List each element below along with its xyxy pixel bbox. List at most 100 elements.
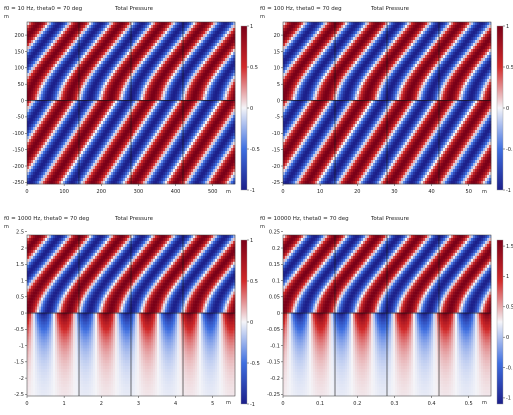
heatmap-cell xyxy=(31,118,33,121)
heatmap-cell xyxy=(63,103,65,106)
heatmap-cell xyxy=(227,28,229,31)
heatmap-cell xyxy=(27,154,29,157)
heatmap-cell xyxy=(199,163,201,166)
heatmap-cell xyxy=(35,106,37,109)
heatmap-cell xyxy=(117,112,119,115)
heatmap-cell xyxy=(209,163,211,166)
heatmap-cell xyxy=(141,70,143,73)
heatmap-cell xyxy=(205,91,207,94)
heatmap-cell xyxy=(63,34,65,37)
heatmap-cell xyxy=(177,109,179,112)
heatmap-cell xyxy=(137,139,139,142)
heatmap-cell xyxy=(27,124,29,127)
heatmap-cell xyxy=(189,112,191,115)
heatmap-cell xyxy=(187,31,189,34)
heatmap-cell xyxy=(197,157,199,160)
heatmap-cell xyxy=(31,160,33,163)
heatmap-cell xyxy=(209,61,211,64)
heatmap-cell xyxy=(145,76,147,79)
heatmap-cell xyxy=(109,160,111,163)
heatmap-cell xyxy=(35,94,37,97)
heatmap-cell xyxy=(121,112,123,115)
heatmap-cell xyxy=(197,130,199,133)
heatmap-cell xyxy=(43,124,45,127)
heatmap-cell xyxy=(137,43,139,46)
heatmap-cell xyxy=(155,34,157,37)
heatmap-cell xyxy=(127,97,129,100)
heatmap-cell xyxy=(47,94,49,97)
heatmap-cell xyxy=(83,28,85,31)
heatmap-cell xyxy=(159,82,161,85)
heatmap-cell xyxy=(35,109,37,112)
heatmap-cell xyxy=(133,115,135,118)
heatmap-cell xyxy=(73,142,75,145)
heatmap-cell xyxy=(45,37,47,40)
heatmap-cell xyxy=(219,67,221,70)
heatmap-cell xyxy=(113,133,115,136)
heatmap-cell xyxy=(197,73,199,76)
heatmap-cell xyxy=(189,70,191,73)
heatmap-cell xyxy=(173,151,175,154)
heatmap-cell xyxy=(73,154,75,157)
heatmap-cell xyxy=(87,118,89,121)
heatmap-cell xyxy=(187,22,189,25)
heatmap-cell xyxy=(151,64,153,67)
heatmap-cell xyxy=(97,91,99,94)
heatmap-cell xyxy=(145,112,147,115)
heatmap-cell xyxy=(141,25,143,28)
heatmap-cell xyxy=(63,118,65,121)
heatmap-cell xyxy=(39,67,41,70)
heatmap-cell xyxy=(189,22,191,25)
heatmap-cell xyxy=(171,52,173,55)
heatmap-cell xyxy=(27,55,29,58)
heatmap-cell xyxy=(227,136,229,139)
heatmap-cell xyxy=(51,31,53,34)
heatmap-cell xyxy=(171,133,173,136)
heatmap-cell xyxy=(135,133,137,136)
heatmap-cell xyxy=(175,121,177,124)
heatmap-cell xyxy=(85,130,87,133)
heatmap-cell xyxy=(117,151,119,154)
heatmap-cell xyxy=(97,67,99,70)
heatmap-cell xyxy=(195,151,197,154)
heatmap-cell xyxy=(103,142,105,145)
heatmap-cell xyxy=(139,58,141,61)
heatmap-cell xyxy=(51,151,53,154)
heatmap-cell xyxy=(75,46,77,49)
heatmap-cell xyxy=(59,34,61,37)
heatmap-cell xyxy=(117,58,119,61)
heatmap-cell xyxy=(131,55,133,58)
heatmap-cell xyxy=(61,40,63,43)
heatmap-cell xyxy=(229,34,231,37)
heatmap-cell xyxy=(161,64,163,67)
heatmap-cell xyxy=(75,160,77,163)
heatmap-cell xyxy=(135,127,137,130)
heatmap-cell xyxy=(217,67,219,70)
heatmap-cell xyxy=(89,73,91,76)
heatmap-cell xyxy=(105,97,107,100)
heatmap-cell xyxy=(121,91,123,94)
heatmap-cell xyxy=(199,148,201,151)
heatmap-cell xyxy=(225,130,227,133)
heatmap-cell xyxy=(37,94,39,97)
heatmap-cell xyxy=(197,40,199,43)
heatmap-cell xyxy=(41,31,43,34)
heatmap-cell xyxy=(59,70,61,73)
heatmap-cell xyxy=(73,112,75,115)
heatmap-cell xyxy=(121,103,123,106)
heatmap-cell xyxy=(117,73,119,76)
heatmap-cell xyxy=(175,43,177,46)
heatmap-cell xyxy=(31,28,33,31)
heatmap-cell xyxy=(185,58,187,61)
heatmap-cell xyxy=(61,61,63,64)
heatmap-cell xyxy=(201,106,203,109)
heatmap-cell xyxy=(201,52,203,55)
heatmap-cell xyxy=(101,43,103,46)
heatmap-cell xyxy=(185,70,187,73)
heatmap-cell xyxy=(165,85,167,88)
heatmap-cell xyxy=(213,82,215,85)
heatmap-cell xyxy=(75,103,77,106)
heatmap-cell xyxy=(201,43,203,46)
heatmap-cell xyxy=(225,31,227,34)
heatmap-cell xyxy=(121,157,123,160)
